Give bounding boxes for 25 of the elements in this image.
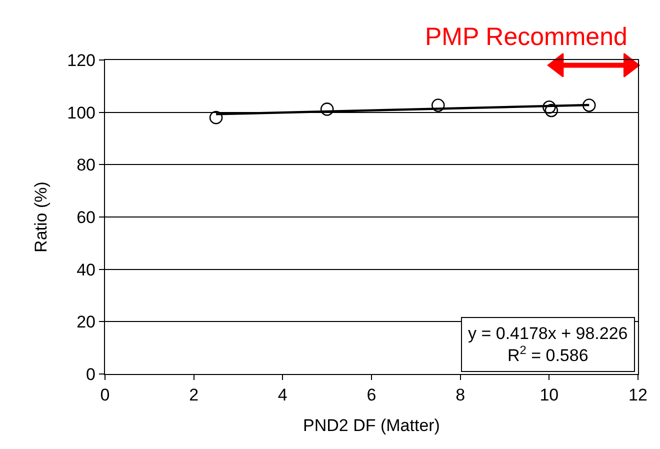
y-tick-label: 40 — [76, 260, 96, 280]
x-axis-title: PND2 DF (Matter) — [303, 416, 440, 435]
x-tick-label: 6 — [366, 386, 376, 404]
y-tick-label: 100 — [67, 103, 96, 122]
point — [209, 110, 223, 124]
y-tick-label: 60 — [76, 208, 96, 227]
x-tick-label: 12 — [628, 386, 648, 404]
annotation: R$^{2}$ = 0.586 — [507, 342, 588, 366]
y-tick-label: 120 — [67, 50, 96, 70]
y-tick-label: 80 — [76, 156, 96, 175]
x-tick-label: 0 — [100, 386, 110, 404]
y-tick-label: 20 — [76, 312, 96, 332]
x-tick-label: 8 — [456, 386, 466, 404]
point — [582, 98, 596, 112]
y-axis-title: Ratio (%) — [32, 182, 51, 252]
point — [544, 104, 558, 118]
x-tick-label: 2 — [189, 386, 199, 404]
x-tick-label: 4 — [278, 386, 288, 404]
point — [431, 98, 445, 112]
annotation: y = 0.4178x + 98.226 — [468, 324, 628, 343]
point — [542, 100, 556, 114]
x-tick-label: 10 — [540, 386, 559, 404]
point — [320, 102, 334, 116]
series-label: PMP Recommend — [425, 23, 628, 51]
y-tick-label: 0 — [86, 364, 96, 384]
